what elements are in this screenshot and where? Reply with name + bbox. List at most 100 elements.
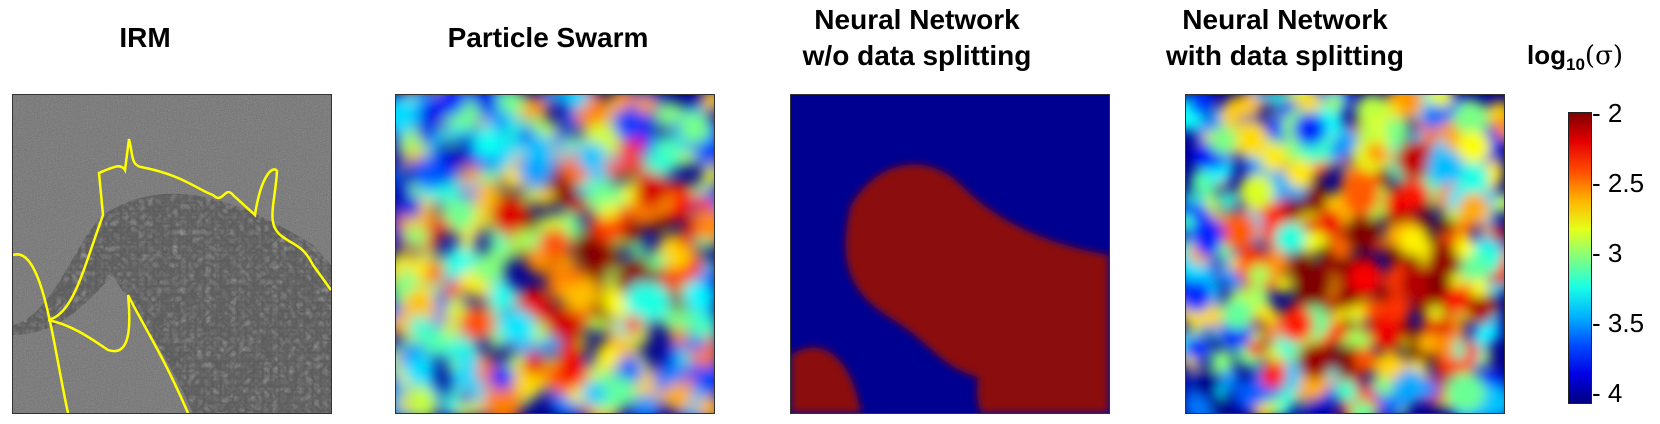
- nn-no-split-title-line2: w/o data splitting: [802, 40, 1032, 71]
- heatmap-blob: [663, 382, 692, 412]
- heatmap-blob: [1324, 95, 1344, 113]
- heatmap-blob: [1348, 261, 1382, 295]
- heatmap-blob: [1431, 333, 1456, 358]
- particle-swarm-blobs: [396, 95, 714, 413]
- heatmap-blob: [1207, 395, 1228, 413]
- heatmap-blob: [1209, 126, 1238, 155]
- heatmap-blob: [1437, 216, 1456, 235]
- heatmap-blob: [1315, 209, 1343, 237]
- heatmap-blob: [1479, 223, 1492, 237]
- heatmap-blob: [1383, 294, 1412, 323]
- heatmap-blob: [700, 95, 714, 112]
- colorbar-tick: - 3: [1592, 238, 1623, 268]
- heatmap-blob: [1275, 276, 1293, 294]
- heatmap-blob: [1221, 298, 1253, 330]
- colorbar-title: log10(σ): [1527, 40, 1623, 75]
- heatmap-blob: [526, 248, 552, 274]
- irm-image: [12, 94, 332, 414]
- heatmap-blob: [691, 336, 707, 352]
- heatmap-blob: [701, 165, 714, 186]
- heatmap-blob: [599, 201, 619, 220]
- heatmap-blob: [457, 389, 474, 406]
- heatmap-blob: [499, 309, 536, 346]
- heatmap-blob: [1260, 362, 1287, 389]
- heatmap-blob: [1285, 158, 1315, 188]
- irm-outline-inner: [47, 294, 190, 413]
- heatmap-blob: [396, 96, 419, 134]
- heatmap-blob: [1457, 130, 1491, 164]
- heatmap-blob: [418, 126, 437, 145]
- particle-swarm-title: Particle Swarm: [447, 22, 649, 53]
- heatmap-blob: [1333, 325, 1348, 340]
- heatmap-blob: [1188, 95, 1215, 116]
- heatmap-blob: [408, 258, 431, 280]
- heatmap-blob: [1190, 217, 1225, 252]
- heatmap-blob: [472, 127, 505, 160]
- heatmap-blob: [1350, 399, 1376, 413]
- heatmap-blob: [1228, 257, 1241, 270]
- irm-outline-left: [13, 253, 70, 413]
- heatmap-blob: [677, 352, 690, 365]
- heatmap-blob: [1297, 342, 1334, 379]
- heatmap-blob: [447, 358, 461, 372]
- heatmap-blob: [412, 156, 446, 190]
- heatmap-blob: [401, 292, 436, 328]
- particle-swarm-svg: [396, 95, 714, 413]
- heatmap-blob: [564, 133, 578, 147]
- particle-swarm-heatmap: [395, 94, 715, 414]
- heatmap-blob: [1300, 398, 1330, 413]
- heatmap-blob: [1353, 347, 1379, 373]
- heatmap-blob: [679, 149, 697, 167]
- heatmap-blob: [1373, 375, 1386, 389]
- heatmap-blob: [1186, 335, 1210, 362]
- heatmap-blob: [408, 315, 429, 336]
- heatmap-blob: [1422, 128, 1440, 146]
- heatmap-blob: [1472, 325, 1494, 346]
- heatmap-blob: [1260, 144, 1288, 172]
- heatmap-blob: [1421, 104, 1447, 129]
- heatmap-blob: [697, 209, 714, 243]
- heatmap-blob: [1460, 254, 1489, 283]
- heatmap-blob: [594, 343, 621, 371]
- heatmap-blob: [403, 354, 436, 387]
- heatmap-blob: [1304, 267, 1334, 297]
- heatmap-blob: [1465, 291, 1498, 323]
- heatmap-blob: [631, 282, 671, 322]
- heatmap-blob: [467, 180, 480, 193]
- heatmap-blob: [1450, 272, 1465, 288]
- heatmap-blob: [522, 351, 546, 376]
- irm-svg: [13, 95, 331, 413]
- heatmap-blob: [480, 165, 499, 185]
- colorbar-gradient: [1568, 112, 1592, 404]
- heatmap-blob: [701, 273, 714, 291]
- heatmap-blob: [576, 142, 608, 173]
- heatmap-blob: [1186, 279, 1213, 313]
- heatmap-blob: [1219, 368, 1240, 389]
- heatmap-blob: [619, 95, 637, 108]
- nn-no-split-svg: [791, 95, 1109, 413]
- heatmap-blob: [545, 306, 580, 340]
- heatmap-blob: [405, 385, 436, 413]
- heatmap-blob: [1343, 215, 1380, 251]
- heatmap-blob: [1231, 121, 1268, 158]
- heatmap-blob: [475, 211, 489, 224]
- heatmap-blob: [1457, 192, 1490, 225]
- heatmap-blob: [1342, 178, 1379, 216]
- heatmap-blob: [434, 219, 451, 236]
- heatmap-blob: [409, 183, 423, 197]
- heatmap-blob: [1238, 173, 1275, 210]
- heatmap-blob: [1244, 158, 1261, 176]
- heatmap-blob: [669, 327, 688, 346]
- heatmap-blob: [1293, 112, 1327, 146]
- heatmap-blob: [571, 231, 603, 263]
- heatmap-blob: [1234, 380, 1265, 411]
- heatmap-blob: [1274, 222, 1306, 254]
- heatmap-blob: [678, 111, 712, 145]
- nn-split-title-line2: with data splitting: [1166, 40, 1404, 71]
- heatmap-blob: [536, 188, 555, 207]
- heatmap-blob: [664, 309, 690, 335]
- heatmap-blob: [1445, 372, 1486, 413]
- heatmap-blob: [1254, 403, 1272, 413]
- heatmap-blob: [610, 109, 643, 143]
- heatmap-blob: [544, 95, 560, 104]
